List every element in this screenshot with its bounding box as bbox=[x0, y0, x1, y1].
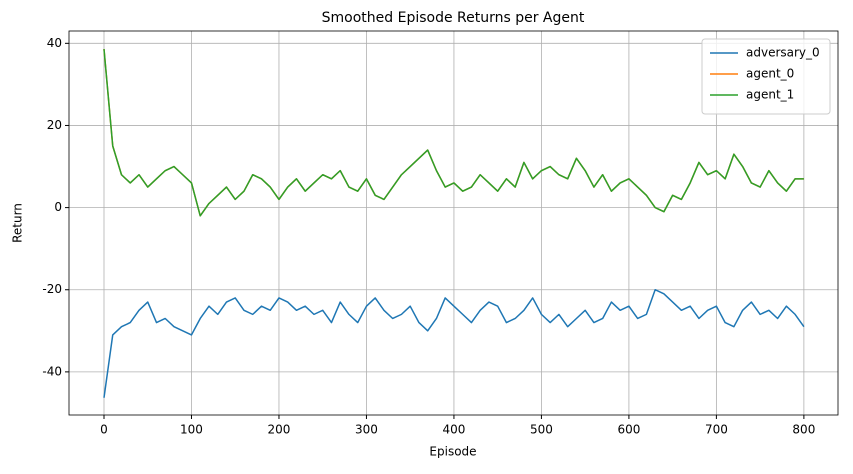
chart-title: Smoothed Episode Returns per Agent bbox=[322, 10, 585, 26]
x-axis-label: Episode bbox=[429, 445, 476, 459]
x-tick-label: 600 bbox=[617, 423, 640, 437]
x-tick-label: 700 bbox=[705, 423, 728, 437]
x-tick-label: 200 bbox=[268, 423, 291, 437]
legend-label: adversary_0 bbox=[746, 46, 820, 60]
line-series bbox=[103, 288, 805, 398]
x-tick-label: 400 bbox=[442, 423, 465, 437]
x-tick-label: 500 bbox=[530, 423, 553, 437]
y-tick-label: 40 bbox=[47, 36, 62, 50]
y-tick-label: 0 bbox=[54, 200, 62, 214]
plot-frame bbox=[68, 30, 839, 416]
x-tick-label: 800 bbox=[792, 423, 815, 437]
legend: adversary_0 agent_0 agent_1 bbox=[701, 38, 831, 115]
line-series bbox=[103, 49, 804, 217]
y-tick-label: 20 bbox=[47, 118, 62, 132]
y-axis-label: Return bbox=[11, 203, 25, 243]
legend-label: agent_0 bbox=[746, 67, 794, 81]
y-tick-label: -20 bbox=[42, 282, 62, 296]
legend-label: agent_1 bbox=[746, 88, 794, 102]
x-tick-label: 100 bbox=[180, 423, 203, 437]
y-tick-label: -40 bbox=[42, 364, 62, 378]
x-tick-label: 0 bbox=[100, 423, 108, 437]
x-tick-label: 300 bbox=[355, 423, 378, 437]
